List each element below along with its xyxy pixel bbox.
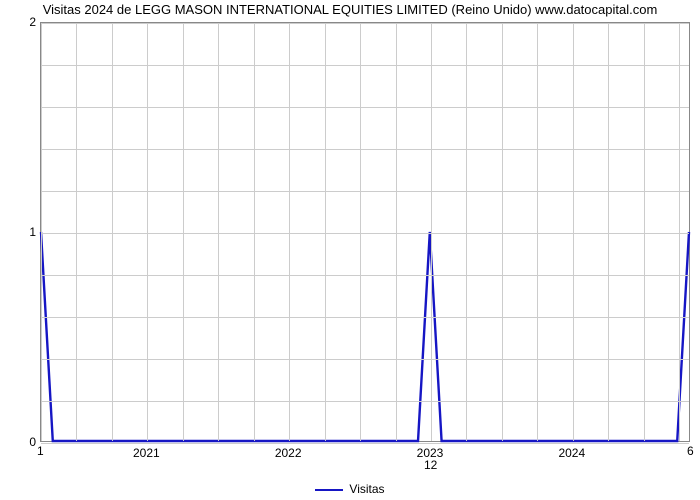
gridline-v — [396, 23, 397, 441]
gridline-h — [41, 275, 689, 276]
legend-label: Visitas — [349, 482, 384, 496]
xtick-label: 2024 — [558, 446, 585, 460]
gridline-v — [289, 23, 290, 441]
x-extra-label: 1 — [37, 444, 44, 458]
gridline-v — [644, 23, 645, 441]
gridline-h — [41, 359, 689, 360]
gridline-v — [466, 23, 467, 441]
gridline-v — [608, 23, 609, 441]
line-series — [41, 23, 689, 441]
chart-title: Visitas 2024 de LEGG MASON INTERNATIONAL… — [0, 2, 700, 17]
gridline-h — [41, 443, 689, 444]
x-extra-label: 6 — [687, 444, 694, 458]
gridline-v — [218, 23, 219, 441]
gridline-v — [112, 23, 113, 441]
legend: Visitas — [0, 482, 700, 496]
gridline-h — [41, 191, 689, 192]
gridline-v — [76, 23, 77, 441]
legend-swatch — [315, 489, 343, 491]
gridline-v — [537, 23, 538, 441]
gridline-h — [41, 233, 689, 234]
ytick-label: 1 — [29, 225, 36, 239]
gridline-v — [325, 23, 326, 441]
plot-area — [40, 22, 690, 442]
gridline-v — [147, 23, 148, 441]
gridline-v — [573, 23, 574, 441]
gridline-v — [41, 23, 42, 441]
xtick-label: 2022 — [275, 446, 302, 460]
gridline-h — [41, 107, 689, 108]
xtick-label: 2021 — [133, 446, 160, 460]
gridline-h — [41, 149, 689, 150]
gridline-v — [183, 23, 184, 441]
ytick-label: 0 — [29, 435, 36, 449]
gridline-h — [41, 23, 689, 24]
gridline-h — [41, 401, 689, 402]
gridline-v — [679, 23, 680, 441]
ytick-label: 2 — [29, 15, 36, 29]
gridline-v — [254, 23, 255, 441]
gridline-v — [360, 23, 361, 441]
gridline-h — [41, 65, 689, 66]
gridline-v — [431, 23, 432, 441]
x-extra-label: 12 — [424, 458, 437, 472]
gridline-v — [502, 23, 503, 441]
gridline-h — [41, 317, 689, 318]
